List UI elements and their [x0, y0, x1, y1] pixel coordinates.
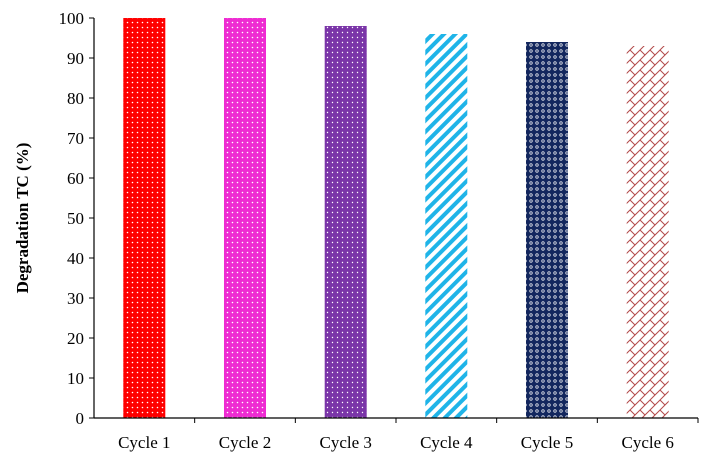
bar-cycle-4: [425, 34, 468, 418]
x-tick-label: Cycle 1: [118, 433, 170, 452]
y-tick-label: 80: [67, 89, 84, 108]
y-tick-label: 70: [67, 129, 84, 148]
bars-group: [123, 18, 669, 418]
bar-cycle-2: [224, 18, 266, 418]
y-tick-label: 0: [76, 409, 85, 428]
x-tick-label: Cycle 4: [420, 433, 473, 452]
x-tick-label: Cycle 3: [319, 433, 371, 452]
y-tick-label: 60: [67, 169, 84, 188]
y-tick-label: 10: [67, 369, 84, 388]
x-tick-label: Cycle 5: [521, 433, 573, 452]
bar-cycle-1: [123, 18, 166, 418]
y-tick-label: 20: [67, 329, 84, 348]
y-tick-label: 40: [67, 249, 84, 268]
bar-cycle-6: [626, 46, 669, 418]
y-axis-title: Degradation TC (%): [13, 143, 32, 294]
y-tick-label: 50: [67, 209, 84, 228]
bar-cycle-5: [526, 42, 568, 418]
y-ticks-group: 0 10 20 30 40 50 60 70 80 90 100: [59, 9, 94, 428]
bar-cycle-3: [324, 26, 367, 418]
x-tick-label: Cycle 2: [219, 433, 271, 452]
y-tick-label: 100: [59, 9, 85, 28]
x-tick-label: Cycle 6: [621, 433, 673, 452]
y-tick-label: 90: [67, 49, 84, 68]
y-tick-label: 30: [67, 289, 84, 308]
x-ticks-group: Cycle 1 Cycle 2 Cycle 3 Cycle 4 Cycle 5 Cycle…: [118, 418, 699, 452]
